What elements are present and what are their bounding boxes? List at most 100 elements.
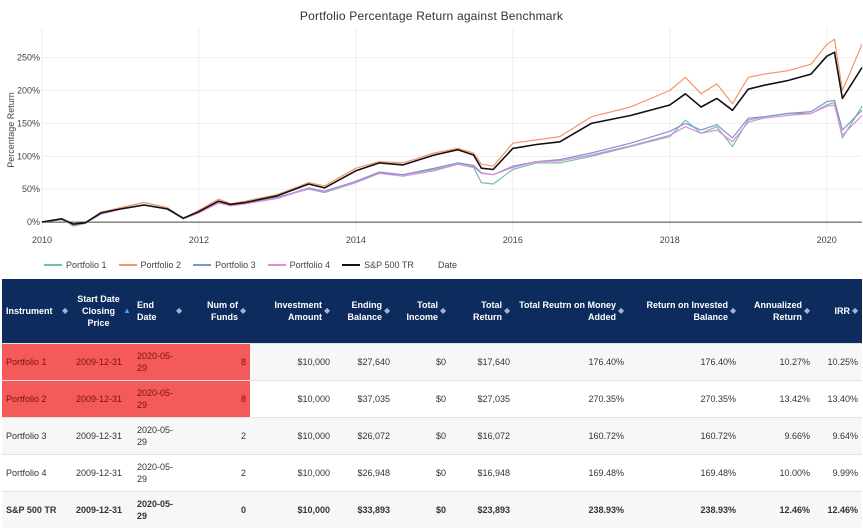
table-cell: S&P 500 TR <box>2 490 72 528</box>
column-header[interactable]: Ending Balance ◆ <box>334 279 394 343</box>
legend-swatch <box>267 264 286 266</box>
legend-item[interactable]: Portfolio 1 <box>44 260 107 270</box>
x-tick-label: 2010 <box>32 235 52 245</box>
column-header-label: Total Income <box>406 299 438 322</box>
legend-item[interactable]: Portfolio 2 <box>118 260 182 270</box>
table-cell: $0 <box>394 453 450 491</box>
table-cell: 2 <box>186 453 250 491</box>
table-cell: 13.40% <box>814 379 862 417</box>
table-cell: 10.00% <box>740 453 814 491</box>
sort-icon[interactable]: ◆ <box>440 305 447 315</box>
column-header-label: Total Return <box>473 299 502 322</box>
legend-item[interactable]: S&P 500 TR <box>342 260 414 270</box>
sort-icon[interactable]: ◆ <box>176 305 183 315</box>
table-cell: 169.48% <box>628 453 740 491</box>
table-cell: 176.40% <box>628 342 740 380</box>
column-header-label: Annualized Return <box>753 299 802 322</box>
sort-icon[interactable]: ◆ <box>62 305 69 315</box>
table-cell: 2 <box>186 416 250 454</box>
legend-swatch <box>44 264 62 266</box>
column-header[interactable]: Start Date Closing Price ▲ <box>72 279 133 343</box>
table-cell: 9.99% <box>814 453 862 491</box>
table-cell: $16,948 <box>450 453 514 491</box>
table-cell: 2020-05-29 <box>133 379 186 417</box>
table-row[interactable]: S&P 500 TR 2009-12-31 2020-05-29 0 $10,000 $3… <box>2 490 862 528</box>
table-cell: 270.35% <box>514 379 628 417</box>
legend-item[interactable]: Portfolio 4 <box>267 260 331 270</box>
column-header[interactable]: Total Income ◆ <box>394 279 450 343</box>
table-cell: $10,000 <box>250 453 334 491</box>
table-cell: $37,035 <box>334 379 394 417</box>
table-cell: 238.93% <box>514 490 628 528</box>
sort-ascending-icon[interactable]: ▲ <box>123 305 131 315</box>
table-cell: $10,000 <box>250 416 334 454</box>
column-header[interactable]: Total Return ◆ <box>450 279 514 343</box>
x-axis-label: Date <box>438 260 458 270</box>
table-cell: $27,035 <box>450 379 514 417</box>
sort-icon[interactable]: ◆ <box>384 305 391 315</box>
legend-swatch <box>193 264 212 266</box>
table-cell: 8 <box>186 342 250 380</box>
table-cell: $17,640 <box>450 342 514 380</box>
table-cell: 10.25% <box>814 342 862 380</box>
line-chart: 2010 2012 2014 2016 2018 2020 0% 50% 100% 150% 200… <box>6 28 863 245</box>
table-header-row: Instrument ◆ Start Date Closing Price ▲ End … <box>2 279 862 343</box>
legend-item[interactable]: Portfolio 3 <box>193 260 256 270</box>
legend-label: Portfolio 2 <box>140 260 182 270</box>
table-cell: 160.72% <box>514 416 628 454</box>
column-header-label: Start Date Closing Price <box>77 293 120 328</box>
column-header-label: End Date <box>137 299 157 322</box>
y-tick-label: 150% <box>17 118 40 128</box>
table-row[interactable]: Portfolio 3 2009-12-31 2020-05-29 2 $10,000 $… <box>2 416 862 454</box>
sort-icon[interactable]: ◆ <box>504 305 511 315</box>
column-header[interactable]: Num of Funds ◆ <box>186 279 250 343</box>
y-tick-label: 250% <box>17 53 40 63</box>
column-header-label: IRR <box>834 305 851 316</box>
y-tick-label: 50% <box>22 184 40 194</box>
table-cell: $27,640 <box>334 342 394 380</box>
series-line <box>41 38 863 226</box>
y-tick-label: 0% <box>27 217 40 227</box>
table-cell: 238.93% <box>628 490 740 528</box>
table-cell: 2009-12-31 <box>72 416 133 454</box>
table-cell: 160.72% <box>628 416 740 454</box>
legend-label: S&P 500 TR <box>364 260 414 270</box>
column-header[interactable]: End Date ◆ <box>133 279 186 343</box>
sort-icon[interactable]: ◆ <box>804 305 811 315</box>
sort-icon[interactable]: ◆ <box>324 305 331 315</box>
column-header[interactable]: Investment Amount ◆ <box>250 279 334 343</box>
table-cell: $0 <box>394 416 450 454</box>
column-header-label: Total Reutrn on Money Added <box>519 299 616 322</box>
table-row[interactable]: Portfolio 2 2009-12-31 2020-05-29 8 $10,000 $… <box>2 379 862 417</box>
column-header[interactable]: Return on Invested Balance ◆ <box>628 279 740 343</box>
table-cell: Portfolio 4 <box>2 453 72 491</box>
table-cell: 13.42% <box>740 379 814 417</box>
table-row[interactable]: Portfolio 1 2009-12-31 2020-05-29 8 $10,000 $… <box>2 342 862 380</box>
sort-icon[interactable]: ◆ <box>730 305 737 315</box>
column-header[interactable]: Total Reutrn on Money Added ◆ <box>514 279 628 343</box>
sort-icon[interactable]: ◆ <box>852 305 859 315</box>
table-cell: 2009-12-31 <box>72 453 133 491</box>
table-cell: Portfolio 3 <box>2 416 72 454</box>
legend-label: Portfolio 1 <box>66 260 107 270</box>
column-header-label: Return on Invested Balance <box>646 299 728 322</box>
column-header[interactable]: Annualized Return ◆ <box>740 279 814 343</box>
x-tick-label: 2016 <box>503 235 523 245</box>
column-header[interactable]: IRR ◆ <box>814 279 862 343</box>
table-cell: $16,072 <box>450 416 514 454</box>
table-cell: $0 <box>394 490 450 528</box>
sort-icon[interactable]: ◆ <box>618 305 625 315</box>
x-tick-label: 2014 <box>346 235 366 245</box>
table-cell: Portfolio 1 <box>2 342 72 380</box>
table-cell: 2020-05-29 <box>133 416 186 454</box>
table-cell: $26,948 <box>334 453 394 491</box>
x-tick-label: 2018 <box>660 235 680 245</box>
table-cell: 2020-05-29 <box>133 453 186 491</box>
legend-label: Portfolio 4 <box>289 260 331 270</box>
series-line <box>41 51 863 225</box>
sort-icon[interactable]: ◆ <box>240 305 247 315</box>
table-cell: 176.40% <box>514 342 628 380</box>
x-tick-label: 2020 <box>817 235 837 245</box>
column-header[interactable]: Instrument ◆ <box>2 279 72 343</box>
table-row[interactable]: Portfolio 4 2009-12-31 2020-05-29 2 $10,000 $… <box>2 453 862 491</box>
